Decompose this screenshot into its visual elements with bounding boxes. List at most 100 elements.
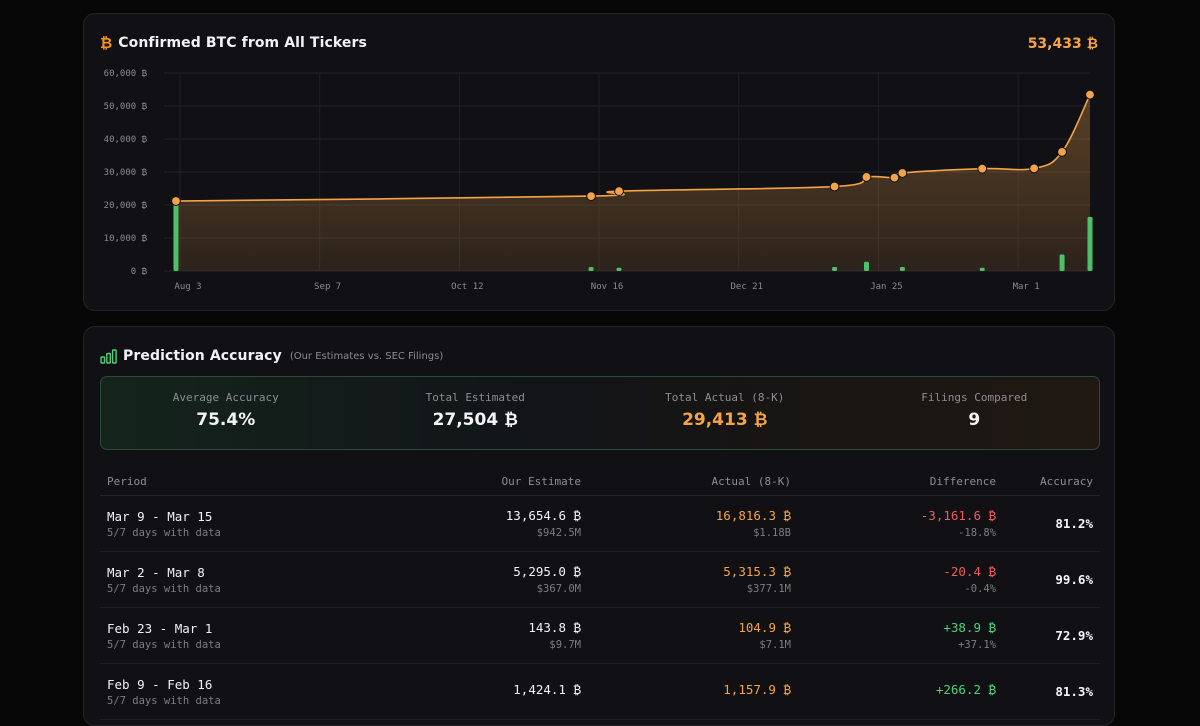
estimate: 143.8 ₿ [528,620,581,635]
coverage: 5/7 days with data [107,582,221,595]
volume-bar [899,267,905,271]
y-tick-label: 50,000 ₿ [104,102,148,112]
summary-label: Total Actual (8-K) [665,391,785,404]
btc-chart-card: 0 ₿ 10,000 ₿ 20,000 ₿ 30,000 ₿ 40,000 ₿ 50,00… [83,13,1115,311]
data-point [1057,146,1067,157]
summary-filings-compared: Filings Compared 9 [850,377,1100,449]
summary-value: 29,413 ₿ [682,410,768,430]
estimate-usd: $942.5M [536,527,581,539]
chart-header: ₿ Confirmed BTC from All Tickers 53,433 … [100,32,1098,54]
data-point [614,186,624,197]
volume-bar [832,267,838,271]
summary-value: 27,504 ₿ [432,410,518,430]
coverage: 5/7 days with data [107,526,221,539]
x-tick-label: Dec 21 [731,282,764,292]
actual-usd: $1.18B [753,527,791,539]
accuracy-value: 99.6% [1055,572,1093,587]
btc-area-chart: 0 ₿ 10,000 ₿ 20,000 ₿ 30,000 ₿ 40,000 ₿ 50,00… [104,69,1095,292]
summary-total-estimated: Total Estimated 27,504 ₿ [351,377,601,449]
difference: -20.4 ₿ [943,564,996,579]
summary-label: Filings Compared [921,391,1028,404]
accuracy-title: Prediction Accuracy [123,348,282,364]
y-tick-label: 0 ₿ [131,267,148,277]
col-actual[interactable]: Actual (8-K) [588,467,798,496]
y-tick-label: 60,000 ₿ [104,69,148,79]
estimate-usd: $367.0M [536,583,581,595]
chart-title: Confirmed BTC from All Tickers [118,35,367,51]
x-tick-label: Mar 1 [1013,282,1040,292]
difference: +266.2 ₿ [935,682,996,697]
bitcoin-icon: ₿ [100,34,113,52]
x-tick-label: Sep 7 [314,282,341,292]
period: Feb 23 - Mar 1 [107,620,213,636]
volume-bar [979,267,985,271]
actual: 16,816.3 ₿ [715,508,791,523]
data-point [586,191,596,201]
accuracy-subtitle: (Our Estimates vs. SEC Filings) [289,350,444,362]
y-tick-label: 20,000 ₿ [104,201,148,211]
table-header-row: Period Our Estimate Actual (8-K) Differe… [100,467,1100,496]
summary-total-actual: Total Actual (8-K) 29,413 ₿ [600,377,850,449]
table-row[interactable]: Mar 9 - Mar 15 5/7 days with data 13,654.… [100,495,1100,552]
difference: -3,161.6 ₿ [920,508,996,523]
actual-usd: $377.1M [746,583,791,595]
estimate-usd: $9.7M [549,639,581,651]
x-tick-label: Jan 25 [870,282,903,292]
accuracy-value: 72.9% [1055,628,1093,643]
accuracy-table: Period Our Estimate Actual (8-K) Differe… [100,467,1100,720]
difference: +38.9 ₿ [943,620,996,635]
coverage: 5/7 days with data [107,694,221,707]
area-fill [175,94,1091,271]
x-tick-label: Nov 16 [591,282,624,292]
actual: 5,315.3 ₿ [723,564,791,579]
coverage: 5/7 days with data [107,638,221,651]
period: Mar 9 - Mar 15 [107,508,213,524]
col-estimate[interactable]: Our Estimate [374,467,588,496]
chart-total: 53,433 ₿ [1027,35,1098,52]
y-tick-label: 30,000 ₿ [104,168,148,178]
table-row[interactable]: Feb 23 - Mar 1 5/7 days with data 143.8 ₿… [100,607,1100,664]
volume-bar [173,201,179,271]
period: Feb 9 - Feb 16 [107,676,213,692]
accuracy-header: Prediction Accuracy (Our Estimates vs. S… [100,345,1098,367]
data-point [889,172,900,183]
table-row[interactable]: Feb 9 - Feb 16 5/7 days with data 1,424.1… [100,663,1100,720]
data-point [1029,163,1040,174]
data-point [1085,89,1095,100]
col-difference[interactable]: Difference [798,467,1003,496]
data-point [171,196,181,206]
accuracy-value: 81.3% [1055,684,1093,699]
volume-bar [616,267,622,271]
y-tick-label: 10,000 ₿ [104,234,148,244]
prediction-accuracy-card: Prediction Accuracy (Our Estimates vs. S… [83,326,1115,726]
estimate: 1,424.1 ₿ [513,682,581,697]
col-period[interactable]: Period [100,467,374,496]
difference-pct: -0.4% [964,583,996,595]
data-point [829,181,840,192]
actual-usd: $7.1M [759,639,791,651]
difference-pct: -18.8% [958,527,996,539]
col-accuracy[interactable]: Accuracy [1003,467,1100,496]
table-row[interactable]: Mar 2 - Mar 8 5/7 days with data 5,295.0 … [100,551,1100,608]
summary-value: 9 [968,410,981,430]
x-tick-label: Aug 3 [174,282,201,292]
summary-label: Average Accuracy [172,391,279,404]
estimate: 5,295.0 ₿ [513,564,581,579]
bar-chart-icon [100,348,117,364]
summary-average-accuracy: Average Accuracy 75.4% [101,377,351,449]
actual: 104.9 ₿ [738,620,791,635]
volume-bar [1087,216,1093,271]
period: Mar 2 - Mar 8 [107,564,205,580]
summary-label: Total Estimated [425,391,525,404]
x-tick-label: Oct 12 [451,282,484,292]
y-tick-label: 40,000 ₿ [104,135,148,145]
volume-bar [1059,254,1065,271]
data-point [897,168,908,178]
difference-pct: +37.1% [958,639,996,651]
accuracy-summary: Average Accuracy 75.4% Total Estimated 2… [100,376,1100,450]
volume-bar [588,267,594,271]
estimate: 13,654.6 ₿ [505,508,581,523]
data-point [861,172,872,182]
actual: 1,157.9 ₿ [723,682,791,697]
volume-bar [863,261,869,271]
